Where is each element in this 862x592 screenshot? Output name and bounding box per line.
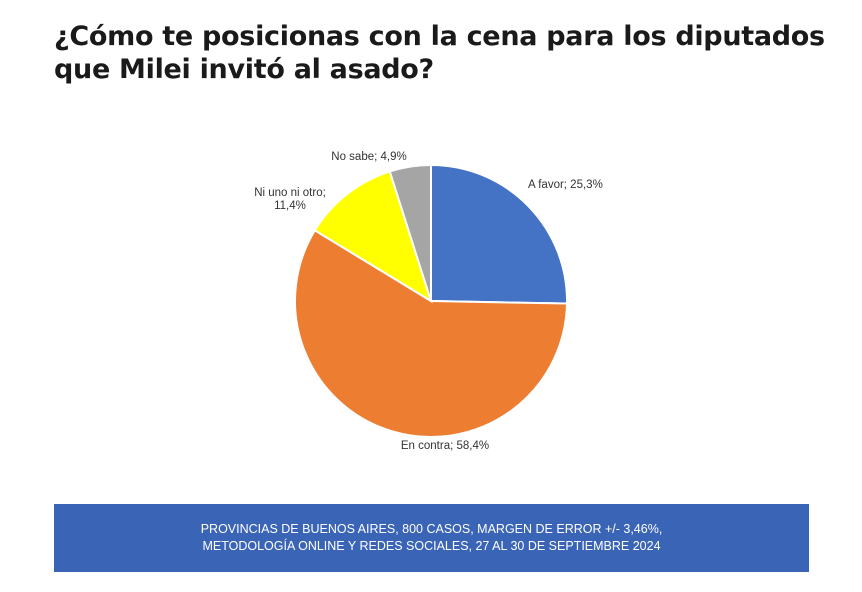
pie-slice-no-sabe [388, 163, 432, 302]
pie-slice-ni-uno-ni-otro [313, 170, 433, 304]
slice-label-ni-uno-ni-otro: Ni uno ni otro; 11,4% [254, 187, 326, 212]
pie-slice-a-favor [430, 163, 568, 305]
methodology-footer: PROVINCIAS DE BUENOS AIRES, 800 CASOS, M… [54, 504, 809, 572]
chart-title: ¿Cómo te posicionas con la cena para los… [54, 21, 825, 85]
slice-label-no-sabe: No sabe; 4,9% [331, 151, 406, 163]
footer-line-1: PROVINCIAS DE BUENOS AIRES, 800 CASOS, M… [200, 522, 663, 536]
slice-label-en-contra: En contra; 58,4% [401, 440, 489, 452]
footer-line-2: METODOLOGÍA ONLINE Y REDES SOCIALES, 27 … [202, 539, 661, 553]
slice-label-a-favor: A favor; 25,3% [528, 179, 603, 191]
pie-slice-en-contra [294, 228, 569, 438]
